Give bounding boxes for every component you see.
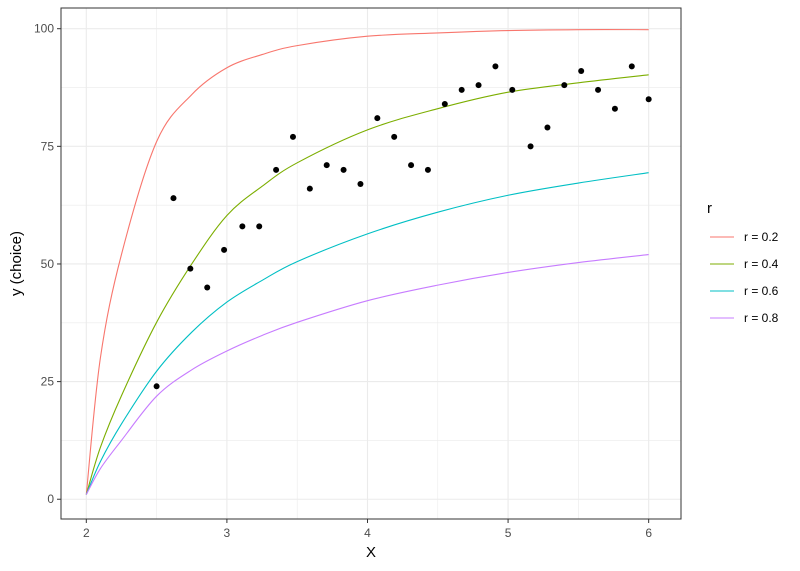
x-tick-label: 5 bbox=[505, 526, 512, 540]
data-point bbox=[204, 284, 211, 291]
data-point bbox=[256, 223, 263, 230]
data-point bbox=[391, 133, 398, 140]
y-tick-label: 0 bbox=[47, 492, 54, 506]
data-point bbox=[578, 68, 585, 75]
legend: r r = 0.2 r = 0.4 r = 0.6 r = 0.8 bbox=[707, 200, 779, 325]
data-point bbox=[595, 86, 602, 93]
x-axis: 2 3 4 5 6 bbox=[83, 519, 652, 540]
x-tick-label: 3 bbox=[224, 526, 231, 540]
legend-label: r = 0.2 bbox=[744, 230, 779, 244]
data-point bbox=[170, 195, 177, 202]
scatter-points bbox=[153, 63, 652, 390]
x-tick-label: 2 bbox=[83, 526, 90, 540]
x-tick-label: 6 bbox=[645, 526, 652, 540]
data-point bbox=[221, 246, 228, 253]
data-point bbox=[323, 162, 330, 169]
data-point bbox=[424, 166, 431, 173]
y-tick-label: 50 bbox=[41, 257, 55, 271]
y-tick-label: 25 bbox=[41, 375, 55, 389]
series-line-r-0-6 bbox=[85, 172, 649, 495]
data-point bbox=[509, 86, 516, 93]
data-point bbox=[475, 82, 482, 89]
legend-label: r = 0.4 bbox=[744, 257, 779, 271]
y-tick-label: 75 bbox=[41, 139, 55, 153]
grid-lines bbox=[61, 8, 681, 519]
data-point bbox=[527, 143, 534, 150]
data-point bbox=[408, 162, 415, 169]
data-point bbox=[645, 96, 652, 103]
series-line-r-0-8 bbox=[85, 254, 649, 495]
data-point bbox=[340, 166, 347, 173]
data-point bbox=[628, 63, 635, 70]
data-point bbox=[289, 133, 296, 140]
data-point bbox=[374, 115, 381, 122]
series-line-r-0-4 bbox=[85, 74, 649, 495]
data-point bbox=[187, 265, 194, 272]
y-axis: 0 25 50 75 100 bbox=[34, 22, 61, 506]
legend-title: r bbox=[707, 200, 712, 217]
data-point bbox=[153, 383, 160, 390]
data-point bbox=[492, 63, 499, 70]
series-lines bbox=[85, 29, 649, 495]
legend-label: r = 0.8 bbox=[744, 311, 779, 325]
data-point bbox=[273, 166, 280, 173]
data-point bbox=[239, 223, 246, 230]
data-point bbox=[458, 86, 465, 93]
series-line-r-0-2 bbox=[85, 29, 649, 495]
data-point bbox=[561, 82, 568, 89]
x-axis-title: X bbox=[366, 544, 376, 561]
data-point bbox=[544, 124, 551, 131]
legend-label: r = 0.6 bbox=[744, 284, 779, 298]
y-tick-label: 100 bbox=[34, 22, 54, 36]
data-point bbox=[441, 100, 448, 107]
data-point bbox=[611, 105, 618, 112]
x-tick-label: 4 bbox=[364, 526, 371, 540]
data-point bbox=[306, 185, 313, 192]
y-axis-title: y (choice) bbox=[8, 231, 25, 296]
data-point bbox=[357, 180, 364, 187]
